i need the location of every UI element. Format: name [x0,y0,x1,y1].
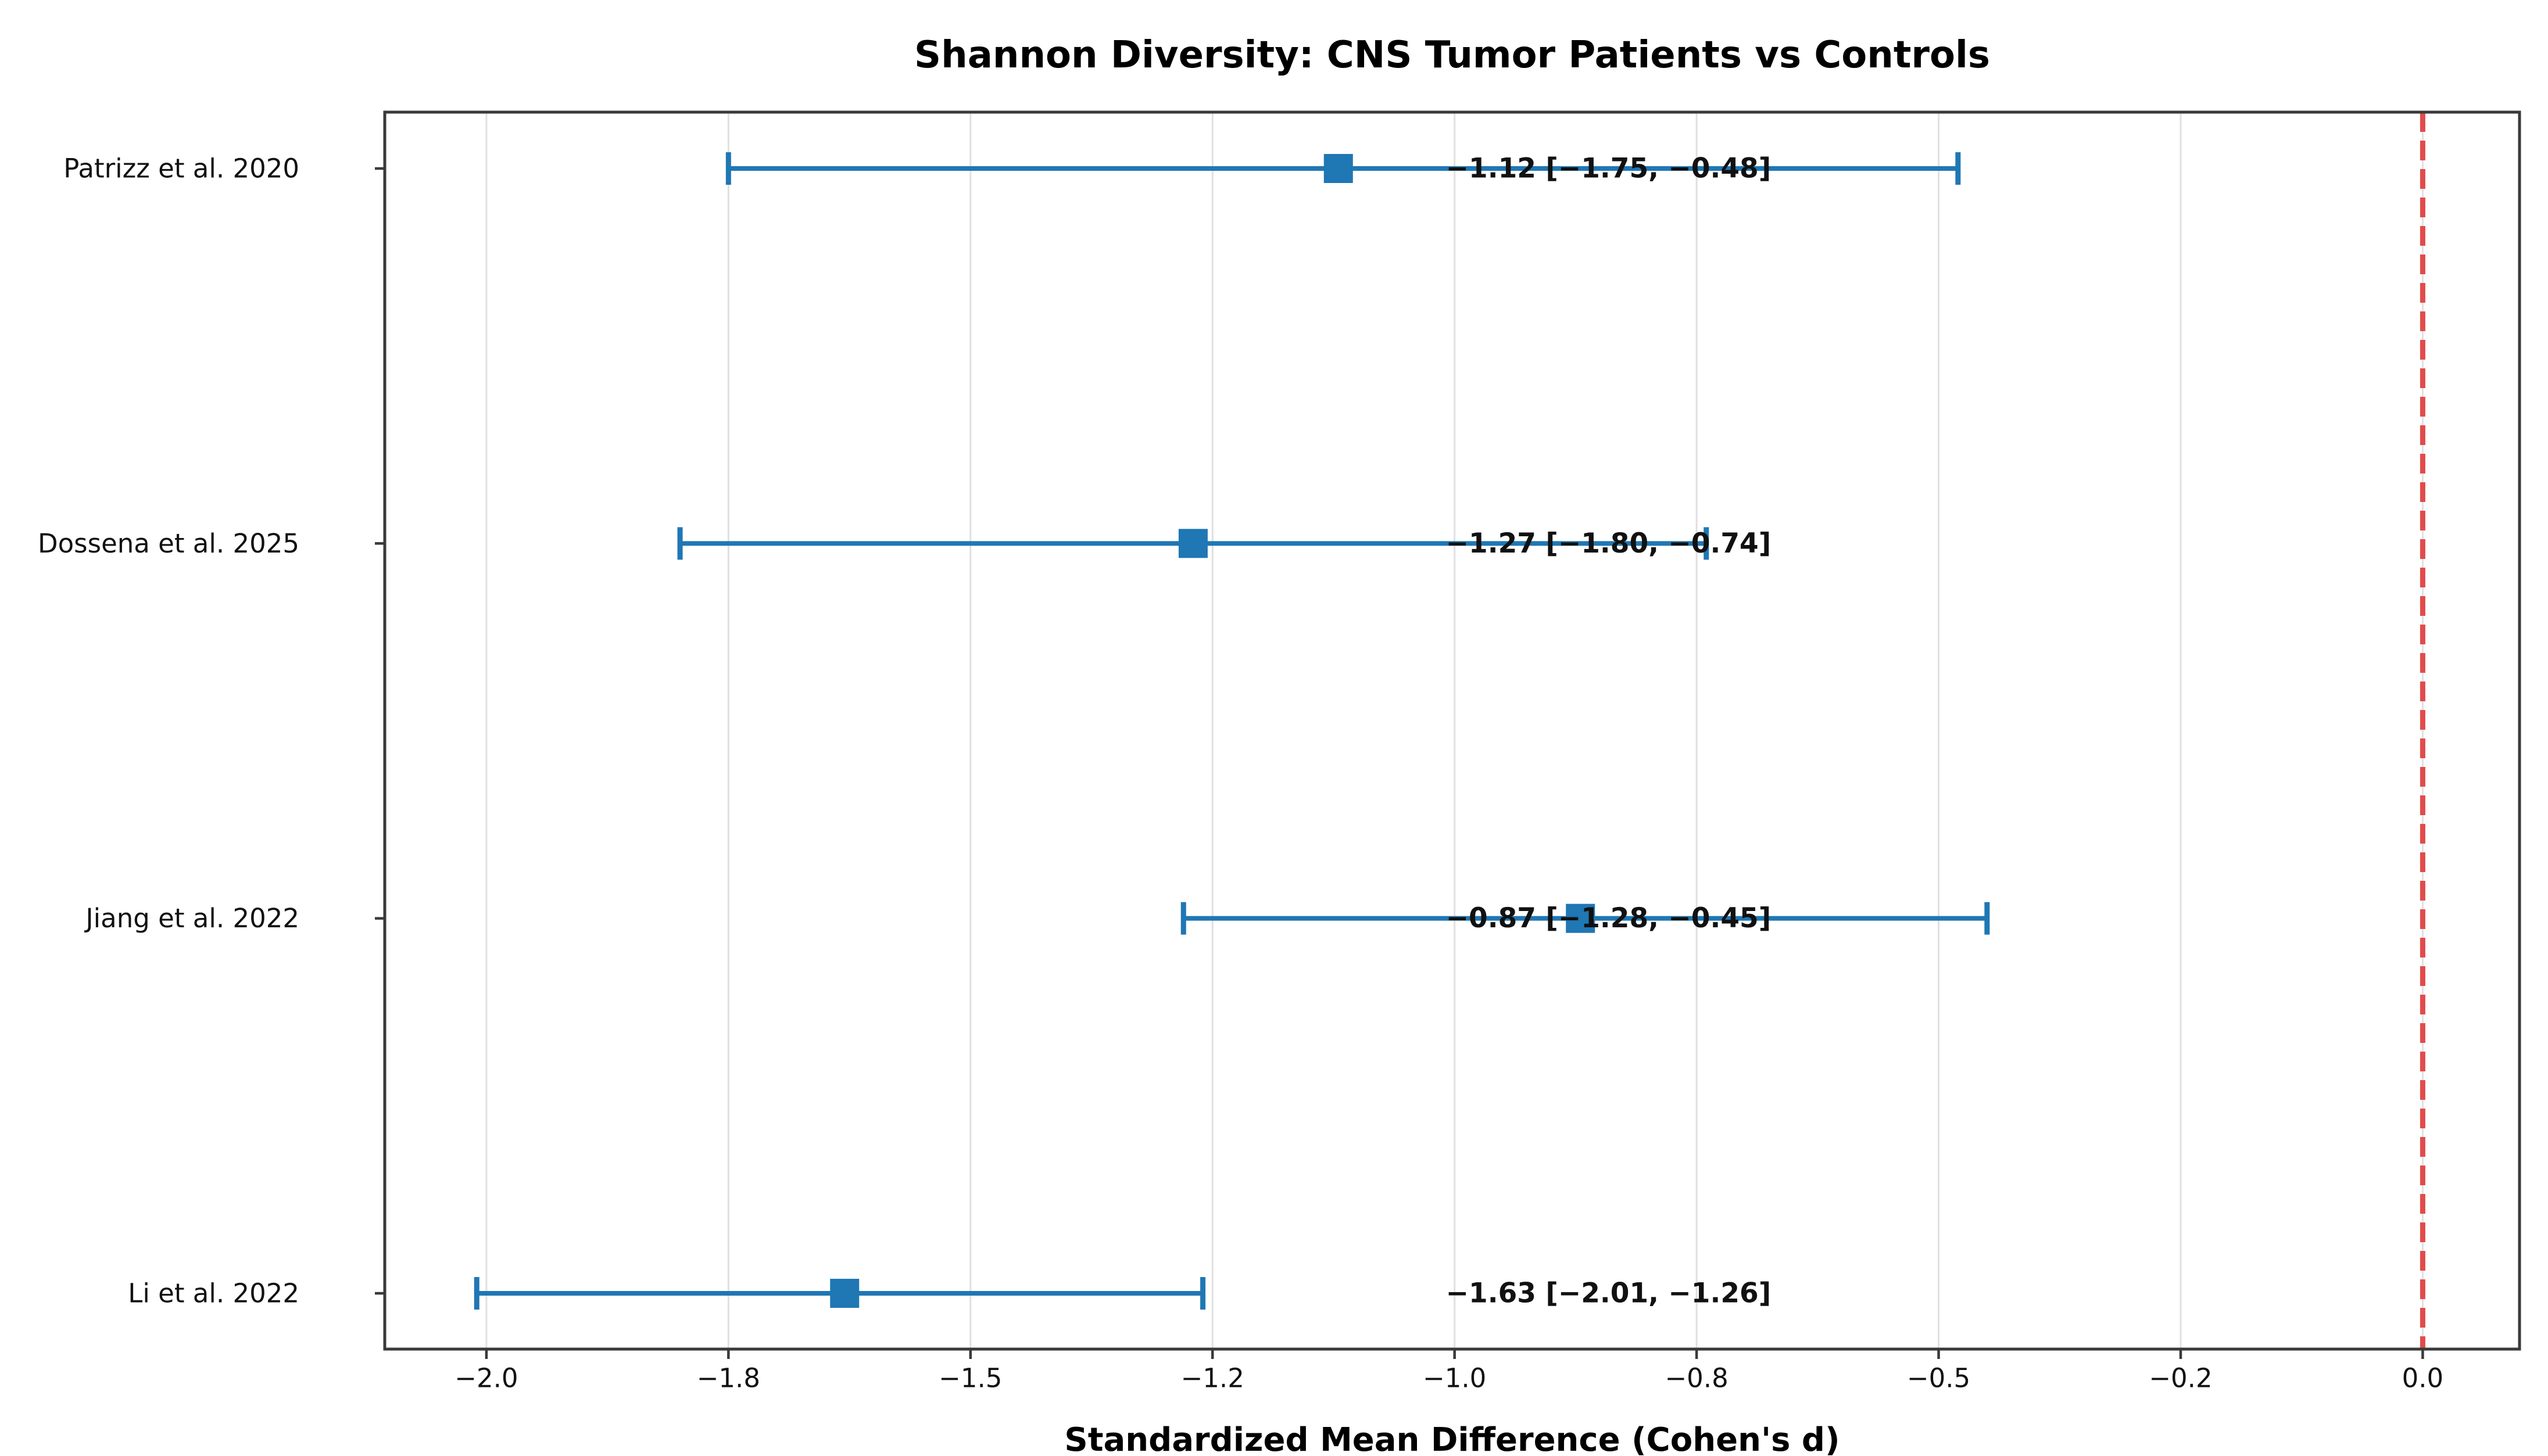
study-marker [1566,903,1595,933]
x-tick-label: −1.2 [1181,1363,1244,1394]
y-tick-label: Jiang et al. 2022 [84,903,299,934]
study-marker [1323,154,1353,183]
x-tick-label: 0.0 [2402,1363,2444,1394]
x-tick-label: −1.5 [939,1363,1002,1394]
chart-title: Shannon Diversity: CNS Tumor Patients vs… [914,34,1990,77]
x-tick-label: −1.8 [697,1363,760,1394]
x-tick-label: −0.2 [2149,1363,2212,1394]
effect-size-annotation: −0.87 [−1.28, −0.45] [1446,902,1772,934]
x-tick-label: −1.0 [1423,1363,1486,1394]
x-axis-label: Standardized Mean Difference (Cohen's d) [1064,1421,1840,1456]
study-marker [1178,529,1208,558]
y-tick-label: Li et al. 2022 [128,1278,299,1308]
effect-size-annotation: −1.12 [−1.75, −0.48] [1446,153,1772,185]
y-tick-label: Patrizz et al. 2020 [63,153,299,184]
x-tick-label: −2.0 [455,1363,518,1394]
study-marker [830,1278,860,1308]
y-tick-label: Dossena et al. 2025 [38,528,299,559]
x-tick-label: −0.5 [1907,1363,1970,1394]
plot-border [383,110,2521,1351]
effect-size-annotation: −1.63 [−2.01, −1.26] [1446,1277,1772,1309]
effect-size-annotation: −1.27 [−1.80, −0.74] [1446,528,1772,560]
x-tick-label: −0.8 [1665,1363,1728,1394]
